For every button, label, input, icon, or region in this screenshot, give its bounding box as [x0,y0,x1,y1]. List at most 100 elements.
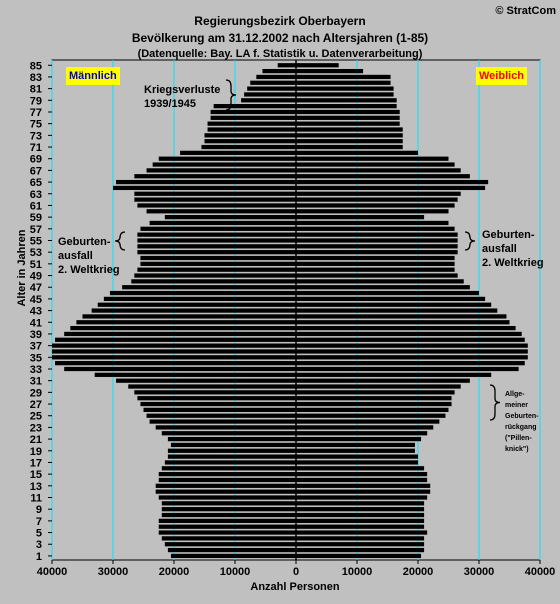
y-tick-label-34: 69 [30,154,42,166]
bar-female-age-58 [296,220,449,226]
bar-male-age-70 [180,150,296,155]
bar-female-age-45 [296,296,486,302]
bar-male-age-45 [103,296,296,302]
axes: 40000 30000 20000 10000 0 10000 20000 30000 4000… [30,60,555,578]
bar-male-age-6 [158,524,296,529]
bar-male-age-12 [155,489,296,494]
y-tick-label-32: 65 [30,177,42,189]
y-tick-label-24: 49 [30,271,42,283]
y-tick-label-20: 41 [30,317,42,329]
bar-female-age-8 [296,512,425,518]
bar-female-age-76 [296,115,400,120]
bar-male-age-67 [146,168,296,173]
bar-male-age-80 [244,92,296,97]
bar-male-age-84 [262,68,296,74]
bar-female-age-36 [296,349,528,354]
bar-male-age-66 [134,174,296,179]
bar-female-age-74 [296,127,403,132]
bar-female-age-71 [296,144,403,150]
bar-male-age-11 [158,495,296,500]
bar-male-age-27 [140,401,296,407]
bar-male-age-72 [204,139,296,144]
bar-female-age-28 [296,396,452,401]
bar-male-age-56 [137,232,296,237]
bar-female-age-32 [296,372,492,377]
bar-female-age-20 [296,442,415,448]
bar-female-age-21 [296,436,422,442]
bar-male-age-7 [158,518,296,523]
data-source: (Datenquelle: Bay. LA f. Statistik u. Da… [137,48,423,60]
bar-female-age-10 [296,501,425,506]
bar-female-age-23 [296,425,434,430]
bar-male-age-15 [158,472,296,477]
bar-female-age-25 [296,413,446,418]
y-tick-label-17: 35 [30,352,42,364]
bar-female-age-9 [296,507,425,512]
bar-female-age-40 [296,325,516,331]
bar-female-age-6 [296,524,425,529]
x-axis-title: Anzahl Personen [250,581,340,593]
bar-male-age-39 [64,331,296,337]
bar-female-age-73 [296,133,403,138]
x-tick-label-1: 30000 [98,566,129,578]
x-tick-label-5: 10000 [342,566,373,578]
bar-female-age-65 [296,179,489,185]
y-tick-label-19: 39 [30,329,42,341]
annotation-birth-drop-left: Geburten- ausfall 2. Weltkrieg [58,236,120,276]
bar-female-age-79 [296,98,397,103]
legend-female: Weiblich [476,67,528,85]
bar-female-age-62 [296,197,458,202]
bar-female-age-39 [296,331,522,337]
bar-female-age-27 [296,401,452,407]
bar-male-age-2 [167,547,296,553]
y-tick-label-6: 13 [30,481,42,493]
bar-female-age-53 [296,250,458,255]
bar-female-age-44 [296,302,492,307]
bar-male-age-18 [167,454,296,459]
copyright-label: © StratCom [495,5,556,17]
bar-male-age-38 [55,337,296,342]
bar-female-age-52 [296,255,455,261]
bar-female-age-2 [296,547,425,553]
bar-female-age-30 [296,384,461,389]
brace-pill-kink [489,384,501,421]
y-tick-label-5: 11 [30,493,42,505]
bar-male-age-71 [201,144,296,150]
bar-male-age-41 [76,320,297,325]
y-tick-label-27: 55 [30,235,42,247]
bar-male-age-60 [146,209,296,214]
y-tick-label-16: 33 [30,364,42,376]
brace-war-losses [225,79,237,111]
y-tick-label-12: 25 [30,411,42,423]
y-axis-title: Alter in Jahren [16,229,28,307]
y-tick-label-26: 53 [30,247,42,259]
bar-male-age-8 [161,512,296,518]
bar-female-age-12 [296,489,431,494]
bar-male-age-34 [55,361,296,366]
y-tick-label-1: 3 [36,539,42,551]
x-tick-label-2: 20000 [159,566,190,578]
bar-male-age-49 [134,273,296,278]
bar-male-age-57 [140,226,296,231]
bar-female-age-14 [296,477,428,483]
bar-female-age-83 [296,74,391,80]
bar-female-age-38 [296,337,525,342]
bar-male-age-78 [213,104,296,109]
chart-title: Regierungsbezirk Oberbayern [194,14,366,28]
bar-male-age-28 [137,396,296,401]
y-tick-label-25: 51 [30,259,42,271]
bar-male-age-21 [167,436,296,442]
bar-female-age-66 [296,174,470,179]
y-tick-label-30: 61 [30,200,42,212]
annotation-birth-drop-right: Geburten- ausfall 2. Weltkrieg [482,229,544,269]
bar-male-age-64 [113,185,296,191]
bar-female-age-11 [296,495,428,500]
bar-male-age-46 [109,290,296,296]
bar-male-age-14 [158,477,296,483]
bar-male-age-24 [149,419,296,424]
bar-female-age-42 [296,314,507,319]
bar-male-age-61 [137,203,296,208]
y-tick-label-37: 75 [30,119,42,131]
bar-male-age-85 [277,63,296,68]
